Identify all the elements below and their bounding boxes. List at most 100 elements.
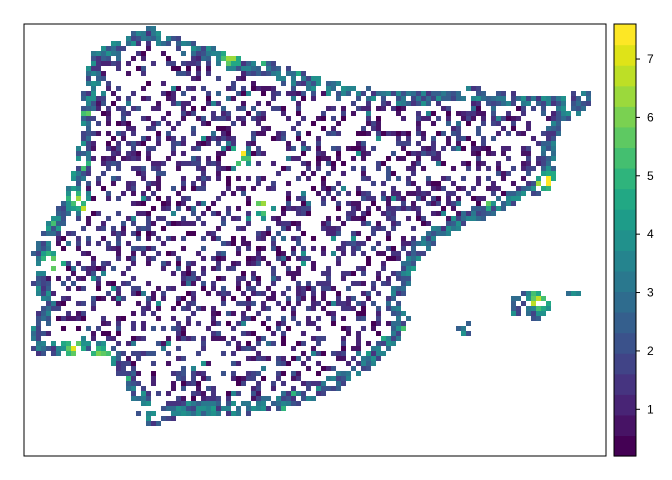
raster-cell — [321, 281, 326, 286]
raster-cell — [201, 186, 206, 191]
raster-cell — [36, 311, 41, 316]
raster-cell — [171, 86, 176, 91]
raster-cell — [236, 406, 241, 411]
raster-cell — [281, 251, 286, 256]
raster-cell — [446, 176, 451, 181]
raster-cell — [61, 281, 66, 286]
raster-cell — [351, 346, 356, 351]
raster-cell — [171, 141, 176, 146]
raster-cell — [81, 266, 86, 271]
raster-cell — [336, 206, 341, 211]
raster-cell — [181, 381, 186, 386]
raster-cell — [326, 156, 331, 161]
raster-cell — [526, 171, 531, 176]
raster-cell — [301, 286, 306, 291]
raster-cell — [481, 211, 486, 216]
raster-cell — [416, 101, 421, 106]
raster-cell — [86, 146, 91, 151]
raster-cell — [361, 176, 366, 181]
raster-cell — [501, 151, 506, 156]
raster-cell — [176, 256, 181, 261]
raster-cell — [366, 291, 371, 296]
raster-cell — [436, 211, 441, 216]
raster-cell — [341, 171, 346, 176]
raster-cell — [146, 256, 151, 261]
raster-cell — [331, 131, 336, 136]
raster-cell — [371, 361, 376, 366]
raster-cell — [246, 61, 251, 66]
raster-cell — [216, 211, 221, 216]
raster-cell — [286, 226, 291, 231]
raster-cell — [41, 331, 46, 336]
raster-cell — [131, 126, 136, 131]
raster-cell — [226, 116, 231, 121]
raster-cell — [361, 126, 366, 131]
raster-cell — [336, 96, 341, 101]
raster-cell — [276, 246, 281, 251]
raster-cell — [146, 36, 151, 41]
raster-cell — [401, 286, 406, 291]
raster-cell — [156, 236, 161, 241]
raster-cell — [141, 66, 146, 71]
raster-cell — [181, 306, 186, 311]
raster-cell — [251, 256, 256, 261]
raster-cell — [86, 171, 91, 176]
raster-cell — [291, 346, 296, 351]
raster-cell — [246, 216, 251, 221]
raster-cell — [546, 301, 551, 306]
raster-cell — [206, 411, 211, 416]
raster-cell — [386, 91, 391, 96]
raster-cell — [206, 231, 211, 236]
raster-cell — [431, 136, 436, 141]
raster-cell — [71, 346, 76, 351]
raster-cell — [531, 136, 536, 141]
raster-cell — [211, 391, 216, 396]
raster-cell — [71, 266, 76, 271]
raster-cell — [516, 186, 521, 191]
raster-cell — [116, 296, 121, 301]
raster-cell — [101, 91, 106, 96]
raster-cell — [186, 406, 191, 411]
raster-cell — [291, 146, 296, 151]
raster-cell — [206, 326, 211, 331]
raster-cell — [336, 81, 341, 86]
raster-cell — [336, 216, 341, 221]
raster-cell — [166, 156, 171, 161]
raster-cell — [276, 71, 281, 76]
raster-cell — [191, 311, 196, 316]
raster-cell — [176, 326, 181, 331]
raster-cell — [246, 371, 251, 376]
raster-cell — [111, 101, 116, 106]
raster-cell — [386, 206, 391, 211]
raster-cell — [191, 396, 196, 401]
raster-cell — [251, 261, 256, 266]
raster-cell — [431, 196, 436, 201]
raster-cell — [261, 61, 266, 66]
raster-cell — [76, 316, 81, 321]
raster-cell — [76, 236, 81, 241]
raster-cell — [346, 241, 351, 246]
raster-cell — [191, 126, 196, 131]
raster-cell — [161, 346, 166, 351]
raster-cell — [166, 196, 171, 201]
raster-cell — [286, 196, 291, 201]
raster-cell — [226, 391, 231, 396]
raster-cell — [316, 146, 321, 151]
raster-cell — [206, 91, 211, 96]
raster-cell — [56, 216, 61, 221]
raster-cell — [156, 341, 161, 346]
raster-cell — [271, 181, 276, 186]
raster-cell — [171, 211, 176, 216]
raster-cell — [136, 396, 141, 401]
raster-cell — [116, 161, 121, 166]
raster-cell — [186, 411, 191, 416]
raster-cell — [421, 166, 426, 171]
raster-cell — [536, 101, 541, 106]
raster-cell — [376, 321, 381, 326]
raster-cell — [461, 136, 466, 141]
raster-cell — [386, 336, 391, 341]
raster-cell — [116, 331, 121, 336]
raster-cell — [391, 216, 396, 221]
raster-cell — [551, 111, 556, 116]
raster-cell — [126, 151, 131, 156]
